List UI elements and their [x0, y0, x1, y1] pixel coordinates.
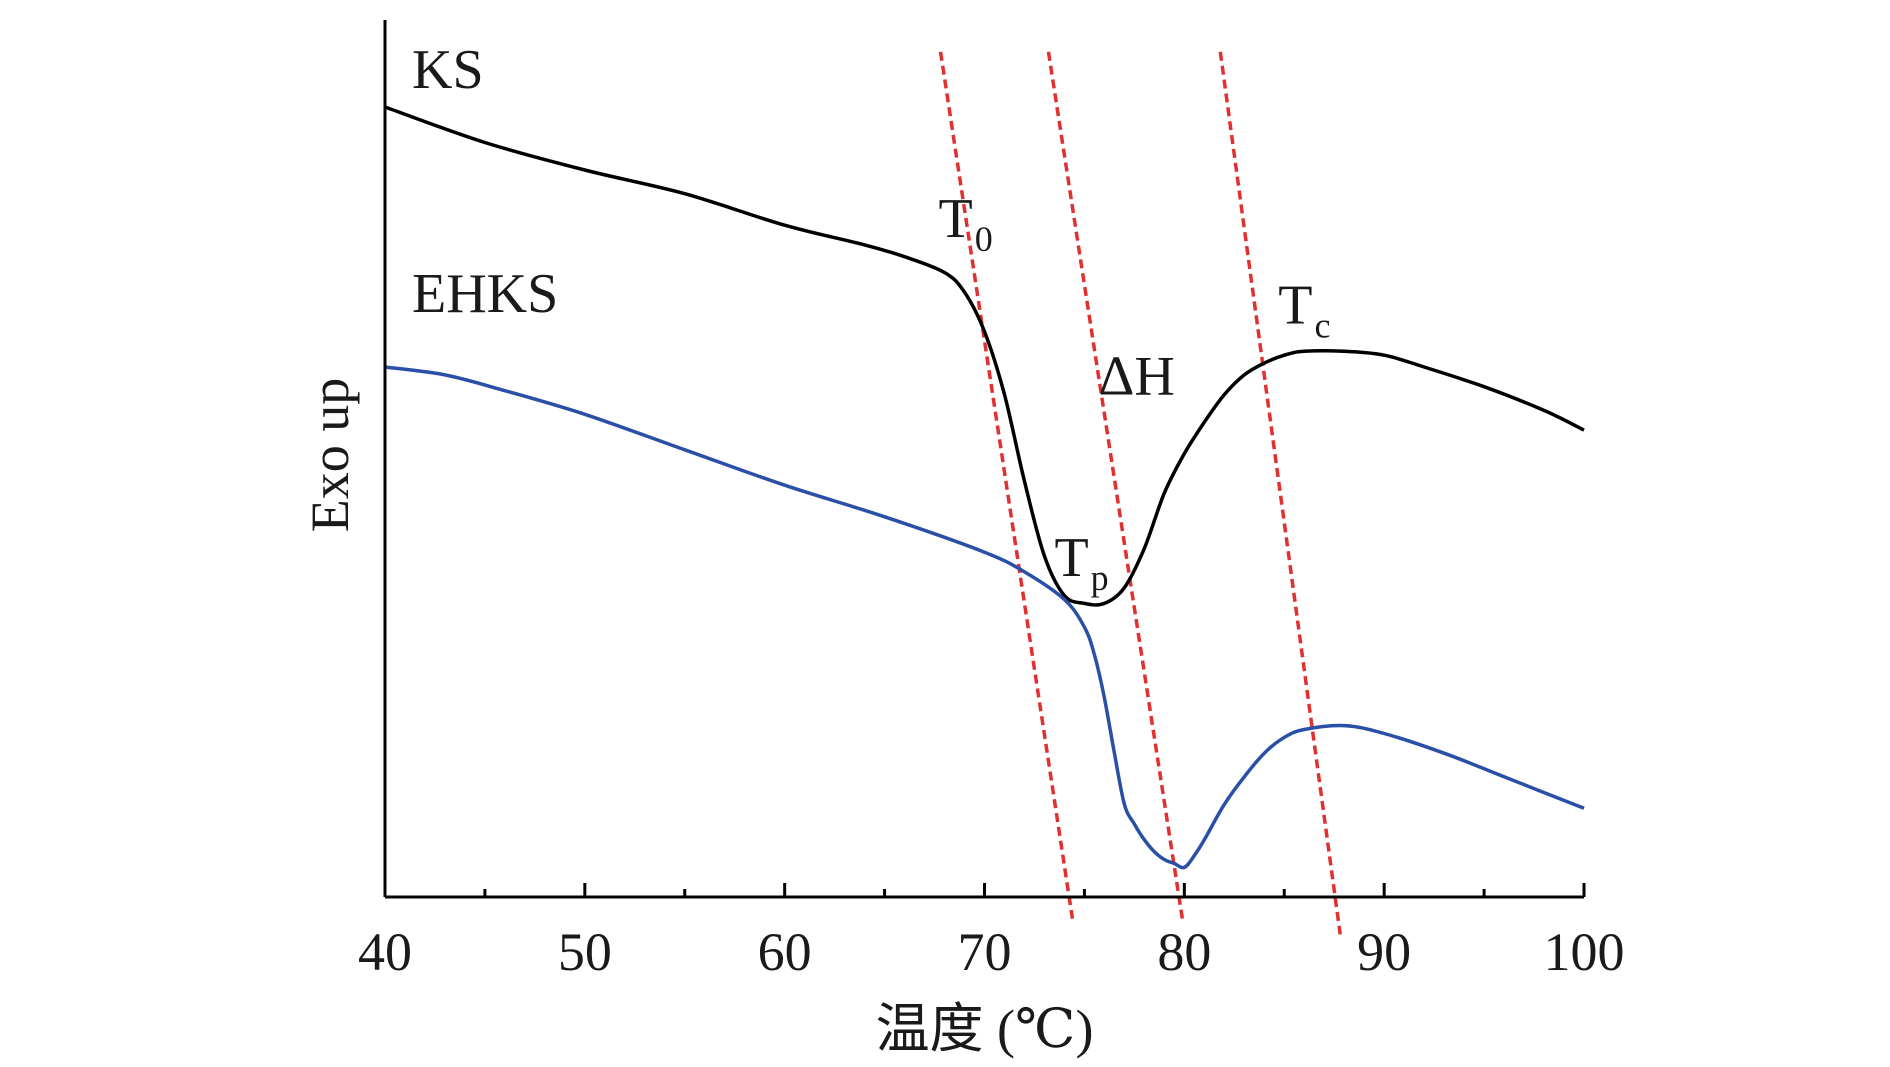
- axes: 40 50 60 70 80 90 100: [358, 20, 1625, 982]
- annotation-subscript: p: [1091, 558, 1109, 598]
- annotation-subscript: c: [1314, 306, 1330, 346]
- x-tick-label: 100: [1544, 922, 1625, 982]
- annotation: T0: [939, 188, 993, 259]
- series-line-ehks: [384, 365, 1585, 870]
- annotation-subscript: 0: [975, 219, 993, 259]
- x-tick-label: 40: [358, 922, 412, 982]
- annotation-base: T: [1054, 527, 1088, 589]
- series-label-ehks: EHKS: [412, 263, 558, 325]
- series-group: [384, 105, 1585, 870]
- annotation: Tc: [1278, 275, 1330, 346]
- reference-dashed-line: [1218, 51, 1342, 935]
- series-labels: KS EHKS: [412, 39, 558, 325]
- annotation: ΔH: [1098, 346, 1174, 408]
- annotation: Tp: [1054, 527, 1108, 598]
- reference-dashed-line: [1046, 51, 1185, 919]
- x-ticks: 40 50 60 70 80 90 100: [358, 883, 1625, 982]
- reference-lines: [938, 51, 1342, 935]
- x-tick-label: 50: [558, 922, 612, 982]
- annotation-base: T: [939, 188, 973, 250]
- x-tick-label: 90: [1357, 922, 1411, 982]
- y-axis-title: Exo up: [300, 378, 360, 533]
- annotation-base: ΔH: [1098, 346, 1174, 408]
- x-tick-label: 70: [958, 922, 1012, 982]
- annotation-base: T: [1278, 275, 1312, 337]
- series-line-ks: [384, 105, 1585, 607]
- reference-dashed-line: [938, 51, 1075, 919]
- x-tick-label: 60: [758, 922, 812, 982]
- series-label-ks: KS: [412, 39, 484, 101]
- x-tick-label: 80: [1157, 922, 1211, 982]
- x-axis-title: 温度 (℃): [876, 999, 1094, 1059]
